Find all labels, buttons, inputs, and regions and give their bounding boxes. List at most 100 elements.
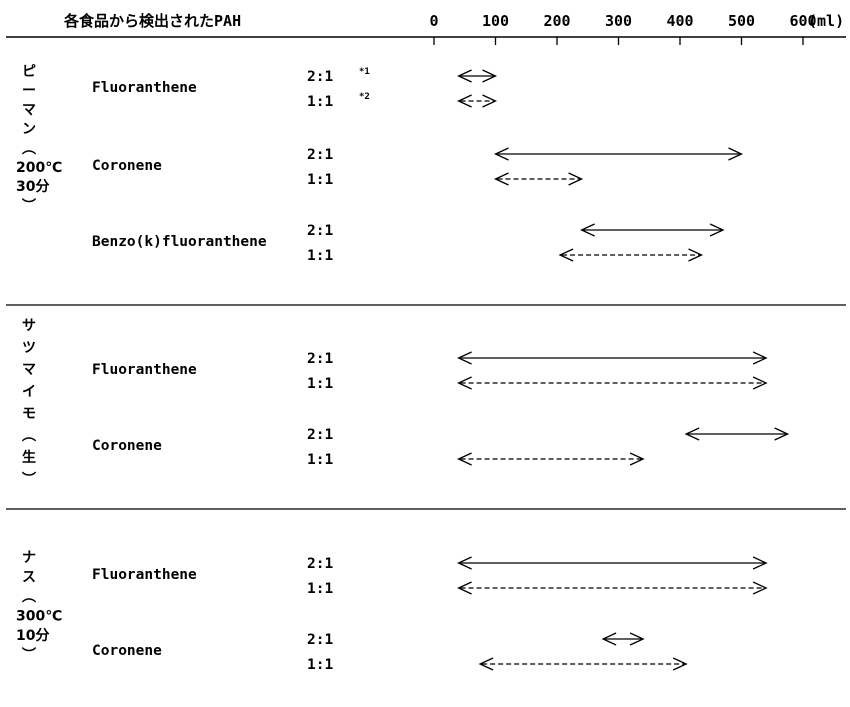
arrowhead-right	[482, 94, 498, 108]
arrowhead-left	[457, 556, 472, 570]
compound-label: Benzo(k)fluoranthene	[92, 234, 267, 250]
food-label-char: ︶	[21, 647, 36, 664]
x-tick-label: 300	[605, 12, 632, 30]
arrowhead-left	[580, 223, 595, 237]
food-group: ナス ︵ 300℃ 10分 ︶ Fluoranthene 2:1 1:1 Coronene 2:1…	[16, 550, 768, 673]
food-label-char: サ	[22, 318, 36, 334]
arrowhead-left	[457, 94, 472, 108]
arrowhead-right	[728, 147, 744, 161]
compound-label: Fluoranthene	[92, 567, 197, 583]
food-label-char: ︶	[21, 471, 36, 488]
range-arrow	[580, 223, 725, 237]
range-arrow	[457, 452, 645, 466]
arrowhead-left	[457, 376, 472, 390]
arrowhead-right	[688, 248, 704, 262]
range-arrow	[478, 657, 688, 671]
food-label-char: ︵	[21, 141, 36, 157]
food-label-char: ︵	[21, 589, 36, 605]
compound-label: Fluoranthene	[92, 80, 197, 96]
compound-label: Fluoranthene	[92, 362, 197, 378]
range-arrow	[493, 147, 744, 161]
range-arrow	[601, 632, 645, 646]
range-arrow	[457, 556, 768, 570]
footnote-mark: *1	[359, 67, 370, 77]
ratio-label: 2:1	[307, 351, 333, 367]
arrowhead-right	[752, 581, 768, 595]
food-label-char: ン	[22, 122, 36, 138]
compound-label: Coronene	[92, 438, 162, 454]
ratio-label: 1:1	[307, 248, 333, 264]
arrowhead-right	[709, 223, 725, 237]
arrowhead-left	[478, 657, 494, 671]
arrowhead-right	[672, 657, 688, 671]
ratio-label: 2:1	[307, 632, 333, 648]
arrowhead-left	[684, 427, 700, 441]
range-arrow	[558, 248, 704, 262]
food-label-char: ス	[22, 570, 36, 586]
food-label-char: 10分	[16, 628, 49, 644]
range-arrow	[457, 581, 768, 595]
food-label-char: マ	[22, 102, 36, 118]
arrowhead-right	[752, 376, 768, 390]
ratio-label: 2:1	[307, 223, 333, 239]
ratio-label: 1:1	[307, 376, 333, 392]
ratio-label: 1:1	[307, 94, 333, 110]
food-label-char: ナ	[22, 550, 36, 566]
range-arrow	[457, 69, 498, 83]
ratio-label: 2:1	[307, 69, 333, 85]
ratio-label: 1:1	[307, 172, 333, 188]
x-unit-label: (ml)	[808, 12, 844, 30]
chart-title: 各食品から検出されたPAH	[63, 12, 241, 30]
arrowhead-right	[752, 556, 768, 570]
arrowhead-left	[457, 69, 472, 83]
food-label-char: マ	[22, 362, 36, 378]
food-label-char: 200℃	[16, 160, 62, 176]
range-arrow	[457, 94, 498, 108]
food-label-char: イ	[22, 384, 36, 400]
food-label-char: 30分	[16, 179, 49, 195]
x-tick-label: 200	[543, 12, 570, 30]
ratio-label: 2:1	[307, 147, 333, 163]
food-label: ナス ︵ 300℃ 10分 ︶	[16, 550, 62, 664]
compound-label: Coronene	[92, 643, 162, 659]
range-arrow	[457, 351, 768, 365]
food-label-char: ツ	[22, 340, 36, 356]
arrowhead-right	[629, 452, 645, 466]
arrowhead-left	[457, 351, 472, 365]
range-arrow	[457, 376, 768, 390]
food-label-char: ︵	[21, 428, 36, 444]
range-arrow	[493, 172, 584, 186]
ratio-label: 1:1	[307, 581, 333, 597]
arrowhead-right	[629, 632, 645, 646]
food-label-char: 300℃	[16, 609, 62, 625]
arrowhead-left	[457, 581, 472, 595]
range-arrow	[684, 427, 790, 441]
food-label-char: 生	[22, 449, 36, 466]
food-label-char: ー	[22, 83, 36, 99]
arrowhead-right	[482, 69, 498, 83]
arrowhead-right	[568, 172, 584, 186]
x-tick-label: 0	[429, 12, 438, 30]
arrowhead-left	[601, 632, 617, 646]
arrowhead-left	[493, 172, 509, 186]
arrowhead-left	[493, 147, 509, 161]
ratio-label: 2:1	[307, 556, 333, 572]
food-label-char: モ	[22, 406, 36, 422]
ratio-label: 1:1	[307, 657, 333, 673]
ratio-label: 2:1	[307, 427, 333, 443]
arrowhead-right	[752, 351, 768, 365]
x-axis: 0 100 200 300 400 500 600(ml)	[6, 12, 846, 45]
ratio-label: 1:1	[307, 452, 333, 468]
x-tick-label: 600	[789, 12, 816, 30]
x-tick-label: 100	[482, 12, 509, 30]
x-tick-label: 500	[728, 12, 755, 30]
food-label-char: ピ	[22, 64, 36, 80]
food-label-char: ︶	[21, 197, 36, 214]
x-tick-label: 400	[666, 12, 693, 30]
footnote-mark: *2	[359, 92, 370, 102]
